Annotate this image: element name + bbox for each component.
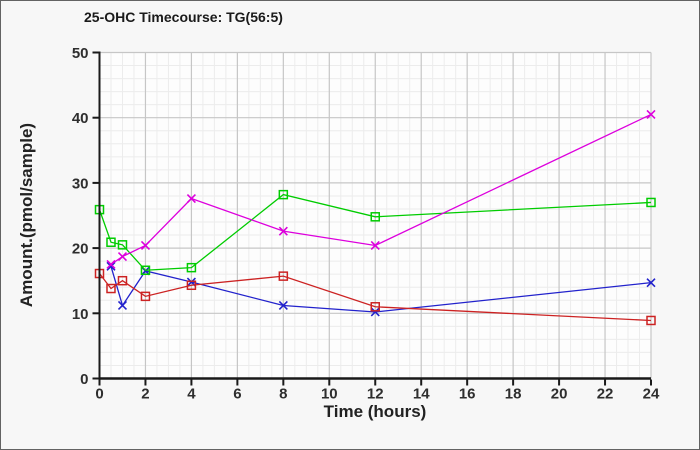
axes <box>98 51 651 380</box>
series-line <box>98 193 652 271</box>
marker-x <box>117 300 128 311</box>
x-tick-label: 24 <box>643 386 660 403</box>
marker-x <box>106 259 116 269</box>
marker-square <box>278 271 289 281</box>
marker-x <box>117 252 128 262</box>
x-tick-labels: 0 2 4 6 8 10 12 14 16 18 20 22 24 <box>95 379 660 403</box>
x-tick-label: 2 <box>141 386 149 403</box>
y-tick-label: 10 <box>72 306 89 323</box>
marker-x <box>370 240 380 251</box>
x-tick-label: 10 <box>321 386 338 403</box>
marker-square <box>186 280 197 291</box>
marker-x <box>140 240 151 251</box>
marker-x <box>278 226 288 236</box>
x-tick-label: 18 <box>505 386 522 403</box>
x-tick-label: 20 <box>551 386 568 403</box>
marker-square <box>140 291 151 302</box>
marker-x <box>646 278 656 288</box>
marker-x <box>646 109 656 120</box>
x-tick-label: 8 <box>279 386 287 403</box>
x-tick-label: 0 <box>95 386 103 403</box>
marker-square <box>646 315 656 326</box>
marker-square <box>117 275 128 286</box>
marker-x <box>370 307 380 317</box>
y-tick-labels: 0 10 20 30 40 50 <box>72 45 99 388</box>
chart-title: 25-OHC Timecourse: TG(56:5) <box>84 9 283 25</box>
magenta-x-series <box>106 109 656 269</box>
y-tick-label: 20 <box>72 241 89 258</box>
marker-square <box>106 237 116 247</box>
marker-square <box>186 262 197 273</box>
marker-square <box>646 197 656 208</box>
x-tick-label: 22 <box>597 386 614 403</box>
marker-square <box>370 212 380 222</box>
red-square-series <box>94 268 656 326</box>
y-tick-label: 30 <box>72 175 89 192</box>
marker-x <box>106 261 116 271</box>
x-tick-label: 4 <box>187 386 196 403</box>
major-gridlines <box>99 51 652 379</box>
x-tick-label: 6 <box>233 386 241 403</box>
marker-x <box>186 193 196 204</box>
x-tick-label: 16 <box>459 386 476 403</box>
marker-square <box>140 265 151 276</box>
marker-x <box>278 300 288 311</box>
marker-square <box>370 302 380 312</box>
x-axis-label: Time (hours) <box>323 402 427 421</box>
y-tick-label: 50 <box>72 45 89 62</box>
series-line <box>98 273 652 322</box>
x-tick-label: 12 <box>367 386 384 403</box>
marker-square <box>106 283 116 294</box>
y-tick-label: 0 <box>80 371 88 388</box>
marker-square <box>117 240 128 250</box>
marker-square <box>278 189 289 200</box>
x-tick-label: 14 <box>413 386 430 403</box>
y-tick-label: 40 <box>72 110 89 127</box>
